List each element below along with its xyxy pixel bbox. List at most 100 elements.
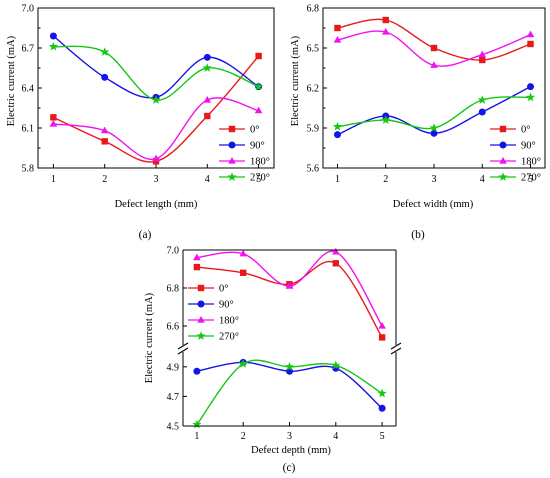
pb-series-1-point-4 [527,83,535,91]
pa-series-2-point-0 [49,120,58,127]
pa-ytick-label-2: 6.4 [22,84,35,95]
pc-upper-ytick-label-1: 6.8 [167,284,180,295]
pb-series-2-point-3 [478,50,487,58]
pc-lower-ytick-label-0: 4.5 [167,422,180,433]
pc-series-0-point-0 [193,263,201,271]
pb-series-0-point-0 [334,24,341,32]
pb-ytick-label-4: 6.8 [307,4,320,15]
pa-series-2-point-4 [254,106,263,114]
pc-series-2-point-2 [285,282,294,289]
pc-xtick-label-0: 1 [194,431,199,442]
pa-series-1-point-3 [203,53,211,61]
panel-b-ylabel: Electric current (mA) [290,35,301,126]
panel-a-frame [37,7,275,169]
pa-series-2-point-1 [100,126,109,134]
pc-series-0-point-4 [378,334,386,341]
pb-series-3-point-2 [429,123,439,132]
pb-legend-marker-2 [499,157,507,164]
pb-series-0-point-2 [430,44,438,52]
pb-legend-label-0: 0° [521,125,530,136]
pb-ytick-label-1: 5.9 [307,124,320,135]
pb-series-3-point-4 [525,92,536,102]
pc-legend-marker-1 [197,300,205,308]
pc-series-3-point-2 [284,362,295,371]
pc-series-0-point-3 [332,260,340,267]
pb-series-1-point-2 [430,129,438,137]
pb-legend-label-1: 90° [521,141,536,152]
panel-b: Electric current (mA) 5.6 5.9 6.2 6.5 6.8 1 2… [290,4,546,241]
pa-legend-marker-2 [228,157,236,164]
panel-a-xlabel: Defect length (mm) [115,199,198,210]
pb-ytick-label-3: 6.5 [307,44,320,55]
panel-b-plot [332,16,536,139]
pc-series-0-point-1 [239,269,247,276]
pc-upper-ytick-label-0: 6.6 [167,322,180,333]
pc-xtick-label-2: 3 [287,431,292,442]
pa-xtick-label-3: 4 [205,174,210,185]
pb-legend-label-2: 180° [521,157,541,168]
pc-xtick-label-3: 4 [333,431,338,442]
pb-xtick-label-1: 2 [383,174,388,185]
panel-c: Electric current (mA) 6.6 6.8 7.0 4.5 4.7 4.9… [144,246,402,474]
panel-c-xticks: 1 2 3 4 5 [194,422,385,442]
pa-series-3-point-4 [254,81,264,91]
pb-series-3-point-0 [332,121,343,131]
pb-ytick-label-0: 5.6 [307,164,320,175]
pa-legend-marker-0 [228,125,236,133]
pb-series-line-0 [337,18,531,61]
panel-c-legend: 0° 90° 180° 270° [188,284,239,343]
pc-lower-ytick-label-1: 4.7 [167,392,180,403]
panel-b-xlabel: Defect width (mm) [393,199,474,210]
pc-legend-marker-2 [197,316,205,323]
panel-b-yticks: 5.6 5.9 6.2 6.5 6.8 [307,4,327,175]
pa-ytick-label-0: 5.8 [22,164,35,175]
pc-series-3-point-1 [238,359,248,368]
pb-series-2-point-2 [430,61,438,68]
pc-series-line-2 [196,250,383,327]
pa-series-3-point-3 [202,63,212,72]
pb-series-0-point-1 [382,16,389,24]
panel-b-frame [322,7,546,169]
pa-series-0-point-4 [255,52,262,60]
panel-b-legend: 0° 90° 180° 270° [490,125,541,184]
pb-ytick-label-2: 6.2 [307,84,320,95]
panel-c-plot [192,247,387,429]
pb-series-3-point-1 [381,115,391,124]
pa-legend-label-2: 180° [250,157,270,168]
pa-series-3-point-1 [100,47,110,56]
pc-axis-break-1-1 [390,347,402,355]
pa-series-0-point-0 [50,114,57,121]
panel-a-legend: 0° 90° 180° 270° [219,125,270,184]
pb-xtick-label-0: 1 [335,174,340,185]
pc-legend-label-2: 180° [219,316,239,327]
pc-series-1-point-0 [193,367,201,375]
pa-series-0-point-2 [152,158,160,165]
pa-series-1-point-0 [49,32,57,40]
pa-xtick-label-1: 2 [102,174,107,185]
panel-a: Electric current (mA) 5.8 6.1 6.4 6.7 7.0 1 2… [6,4,275,241]
pb-legend-marker-3 [498,172,508,181]
pb-xtick-label-2: 3 [432,174,437,185]
pc-legend-label-1: 90° [219,300,234,311]
pa-legend-marker-3 [227,172,237,181]
pb-series-1-point-0 [333,131,341,139]
pa-xtick-label-4: 5 [256,174,261,185]
pb-series-1-point-3 [478,108,486,116]
pb-series-2-point-1 [381,28,390,35]
pc-legend-marker-0 [197,284,205,292]
panel-a-label: (a) [139,229,152,241]
pc-series-2-point-1 [239,249,247,257]
pa-series-3-point-0 [48,41,58,51]
panel-b-xticks: 1 2 3 4 5 [335,164,533,185]
pa-series-3-point-2 [151,95,161,104]
pb-legend-marker-1 [499,141,507,149]
panel-a-yticks: 5.8 6.1 6.4 6.7 7.0 [22,4,42,175]
panel-a-xticks: 1 2 3 4 5 [51,164,261,185]
pa-legend-label-1: 90° [250,141,265,152]
pb-xtick-label-3: 4 [480,174,485,185]
pa-series-line-1 [52,35,259,99]
panel-c-yticks: 6.6 6.8 7.0 4.5 4.7 4.9 [167,246,187,433]
pc-xtick-label-1: 2 [241,431,246,442]
pc-legend-label-0: 0° [219,284,228,295]
pc-series-2-point-3 [332,247,340,255]
